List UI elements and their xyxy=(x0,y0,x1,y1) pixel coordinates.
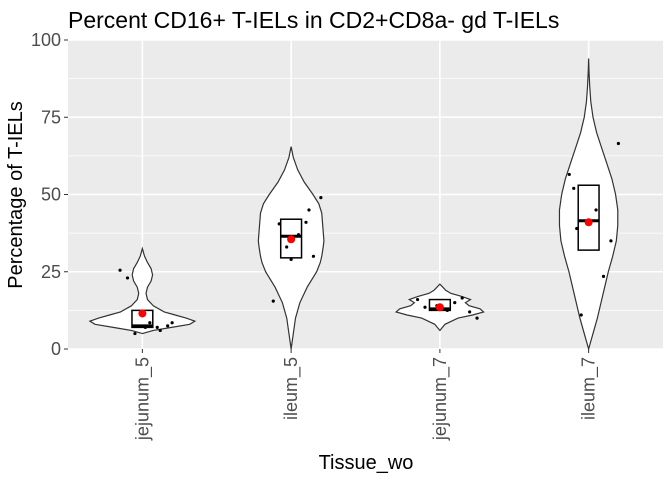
data-point xyxy=(567,172,571,177)
data-point xyxy=(289,257,293,261)
data-point xyxy=(158,328,162,333)
data-point xyxy=(460,296,464,300)
x-axis-title: Tissue_wo xyxy=(319,452,414,474)
data-point xyxy=(575,226,579,231)
y-tick-label: 100 xyxy=(31,30,61,50)
data-point xyxy=(170,321,174,325)
mean-point xyxy=(138,309,147,318)
data-point xyxy=(311,254,316,258)
data-point xyxy=(319,195,323,200)
y-tick-label: 75 xyxy=(41,107,61,127)
data-point xyxy=(307,208,311,212)
violins xyxy=(88,58,620,352)
data-point xyxy=(304,220,308,224)
data-point xyxy=(475,316,479,320)
data-point xyxy=(601,274,606,278)
data-point xyxy=(133,331,137,336)
y-tick-label: 25 xyxy=(41,262,61,282)
data-point xyxy=(415,297,420,302)
mean-point xyxy=(584,218,593,227)
y-tick-label: 0 xyxy=(51,339,61,359)
chart-title: Percent CD16+ T-IELs in CD2+CD8a- gd T-I… xyxy=(68,7,559,33)
x-tick-label: ileum_7 xyxy=(579,357,600,420)
y-axis-title: Percentage of T-IELs xyxy=(5,101,27,289)
data-point xyxy=(296,233,301,237)
violin-shape xyxy=(257,146,325,350)
data-point xyxy=(148,321,152,325)
x-tick-label: jejunum_5 xyxy=(132,357,153,441)
data-point xyxy=(594,208,598,212)
x-tick-label: ileum_5 xyxy=(281,357,302,420)
data-point xyxy=(271,299,275,303)
data-point xyxy=(155,325,159,329)
violin-shape xyxy=(88,246,197,335)
data-point xyxy=(445,308,449,312)
y-tick-label: 50 xyxy=(41,185,61,205)
data-point xyxy=(609,239,613,243)
violin-group xyxy=(257,146,325,350)
data-point xyxy=(468,310,472,314)
y-axis: 0 25 50 75 100 xyxy=(31,30,68,359)
data-point xyxy=(125,276,130,280)
mean-point xyxy=(435,303,444,312)
violin-group xyxy=(558,58,620,352)
data-point xyxy=(453,301,457,305)
mean-point xyxy=(287,235,296,244)
data-point xyxy=(118,268,122,272)
data-point xyxy=(277,222,281,226)
violin-group xyxy=(88,246,197,336)
box xyxy=(577,184,600,251)
data-point xyxy=(423,305,427,309)
data-point xyxy=(166,324,170,328)
violin-group xyxy=(394,283,485,332)
data-point xyxy=(579,313,583,317)
data-point xyxy=(143,325,147,329)
data-point xyxy=(572,186,576,190)
x-axis: jejunum_5 ileum_5 jejunum_7 ileum_7 xyxy=(132,349,600,441)
data-point xyxy=(285,245,289,249)
x-tick-label: jejunum_7 xyxy=(430,357,451,441)
data-point xyxy=(616,141,620,146)
